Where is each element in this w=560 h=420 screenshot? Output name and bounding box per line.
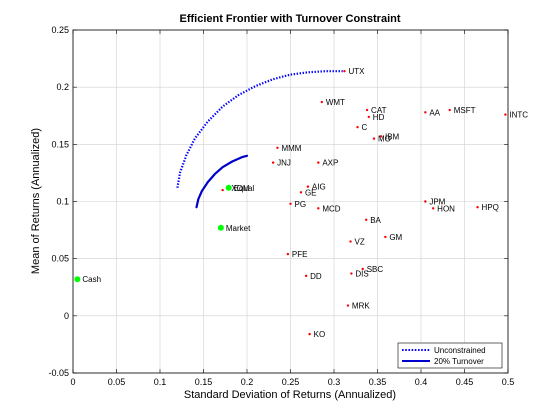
asset-label: HD [373,113,385,122]
asset-label: C [361,123,367,132]
x-tick-label: 0.3 [328,377,341,387]
asset-point [317,161,320,164]
x-tick-label: 0.5 [502,377,515,387]
legend-box [397,342,503,369]
x-tick-label: 0 [70,377,75,387]
asset-label: HPQ [482,203,499,212]
asset-label: IBM [385,132,400,141]
x-tick-label: 0.35 [369,377,387,387]
asset-label: DIS [355,270,368,279]
asset-label: AA [429,108,440,117]
asset-label: KO [314,330,326,339]
y-tick-label: -0.05 [48,368,69,378]
asset-label: DD [310,272,322,281]
x-axis-label: Standard Deviation of Returns (Annualize… [184,389,396,401]
x-tick-label: 0.1 [154,377,167,387]
asset-point [361,267,364,271]
asset-point [476,206,479,209]
highlight-point [217,224,224,231]
asset-point [343,69,346,73]
highlight-label: Equal [234,184,255,193]
asset-point [286,252,290,256]
legend-unconstrained-label: Unconstrained [434,346,486,355]
asset-point [372,137,376,140]
asset-label: CAT [371,106,387,115]
asset-point [356,125,359,129]
asset-label: GM [389,233,402,242]
asset-point [306,185,310,188]
asset-label: MO [378,135,391,144]
asset-label: PFE [292,250,308,259]
x-tick-label: 0.15 [195,377,213,387]
asset-label: BA [370,216,381,225]
asset-point [384,235,387,239]
asset-point [320,100,324,104]
asset-point [504,113,507,116]
x-tick-label: 0.45 [456,377,474,387]
asset-label: GE [305,188,317,197]
asset-point [317,207,320,210]
axis-ticks: 0 0.05 0.1 0.15 0.2 0.25 0.3 0.35 0.4 0.45 0.5 -0.0… [48,25,514,387]
asset-label: MSFT [454,106,476,115]
asset-label: JPM [429,198,445,207]
y-tick-label: 0.1 [56,197,69,207]
asset-point [424,111,427,114]
y-tick-label: 0 [64,311,69,321]
x-tick-label: 0.4 [415,377,428,387]
asset-point [424,200,427,203]
asset-point [350,272,353,275]
y-tick-label: 0.05 [51,254,69,264]
asset-point [276,146,279,149]
asset-point [271,161,275,164]
asset-label: MMM [281,144,301,153]
asset-label: AXP [322,159,338,168]
y-tick-label: 0.15 [51,139,69,149]
asset-point [431,207,435,210]
asset-point [299,191,303,194]
highlight-label: Cash [82,275,101,284]
asset-point [221,188,224,192]
asset-label: AIG [312,183,326,192]
asset-label: JNJ [277,159,291,168]
asset-point [304,274,308,278]
x-tick-label: 0.25 [282,377,300,387]
chart-title: Efficient Frontier with Turnover Constra… [179,13,400,25]
asset-label: VZ [355,238,365,247]
asset-point [448,108,451,112]
asset-point [289,202,292,205]
asset-label: WMT [326,98,345,107]
x-tick-label: 0.05 [108,377,126,387]
asset-label: UTX [348,67,365,76]
asset-point [346,304,350,307]
legend-turnover-label: 20% Turnover [434,357,484,366]
legend: Unconstrained 20% Turnover [397,342,503,369]
asset-point [365,108,369,112]
unconstrained-frontier-line [176,70,343,188]
asset-label: HON [437,204,455,213]
asset-point [367,115,370,119]
highlight-label: Market [226,224,251,233]
asset-label: MRK [352,302,370,311]
asset-label: SBC [367,265,384,274]
turnover-frontier-line [195,154,249,209]
y-axis-label: Mean of Returns (Annualized) [30,128,42,274]
asset-point [379,135,383,138]
asset-point [364,218,368,221]
frontier-curves [176,70,343,209]
highlight-point [225,184,232,191]
highlight-point [74,276,81,283]
y-tick-label: 0.2 [56,82,69,92]
overlap-asset-label: XOM [231,184,250,193]
asset-label: MCD [322,204,340,213]
asset-label: PG [295,200,307,209]
y-tick-label: 0.25 [51,25,69,35]
asset-label: INTC [509,111,528,120]
asset-point [308,332,311,336]
x-tick-label: 0.2 [241,377,254,387]
asset-point [349,240,352,243]
